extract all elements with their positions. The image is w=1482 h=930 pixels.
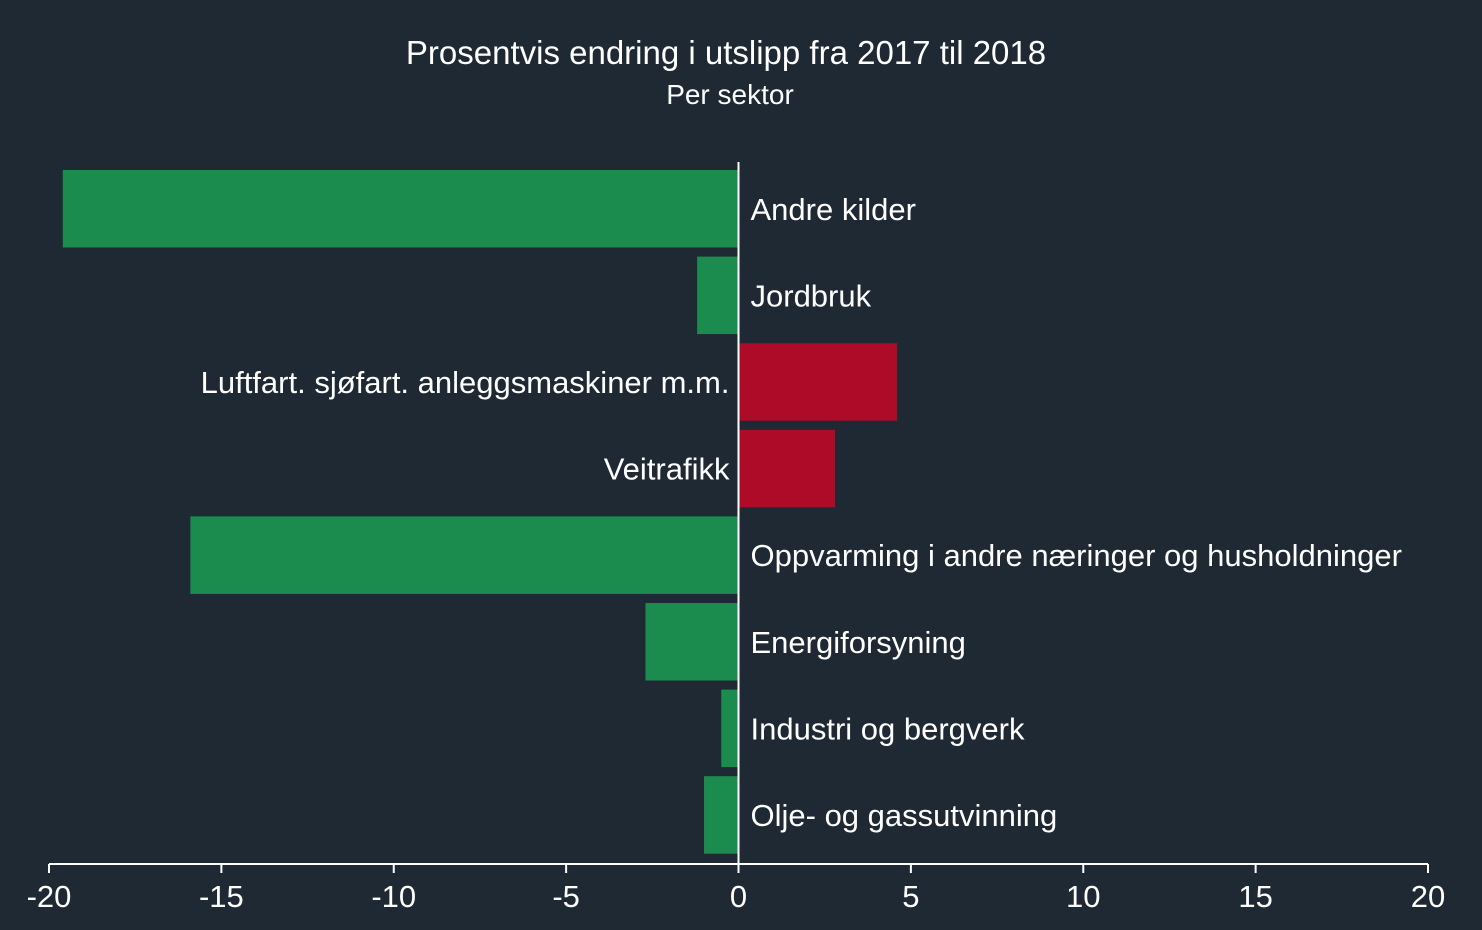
category-label-6: Industri og bergverk xyxy=(751,711,1025,746)
bar-2 xyxy=(738,343,898,421)
x-axis: -20 -15 -10 -5 0 5 10 15 20 xyxy=(27,162,1445,914)
bar-7 xyxy=(704,776,739,854)
bar-3 xyxy=(738,429,836,508)
category-label-5: Energiforsyning xyxy=(751,625,966,660)
category-label-4: Oppvarming i andre næringer og husholdni… xyxy=(751,538,1402,573)
x-tick-label-7: 15 xyxy=(1238,879,1272,914)
bars-group xyxy=(62,170,898,854)
category-label-1: Jordbruk xyxy=(751,278,872,313)
chart-title: Prosentvis endring i utslipp fra 2017 ti… xyxy=(406,34,1046,71)
x-tick-label-6: 10 xyxy=(1066,879,1100,914)
x-tick-label-4: 0 xyxy=(730,879,747,914)
category-label-2: Luftfart. sjøfart. anleggsmaskiner m.m. xyxy=(201,365,730,400)
x-tick-label-8: 20 xyxy=(1411,879,1445,914)
category-label-7: Olje- og gassutvinning xyxy=(751,798,1058,833)
bar-4 xyxy=(190,516,739,594)
x-tick-label-1: -15 xyxy=(199,879,244,914)
category-label-3: Veitrafikk xyxy=(604,452,730,487)
x-tick-label-2: -10 xyxy=(371,879,416,914)
bar-5 xyxy=(645,603,739,681)
bar-0 xyxy=(62,170,739,248)
x-tick-label-3: -5 xyxy=(552,879,580,914)
chart-subtitle: Per sektor xyxy=(666,79,794,110)
bar-1 xyxy=(697,256,739,335)
x-tick-label-0: -20 xyxy=(27,879,72,914)
category-label-0: Andre kilder xyxy=(751,192,916,227)
x-tick-label-5: 5 xyxy=(902,879,919,914)
category-labels-group: Andre kilder Jordbruk Luftfart. sjøfart. a… xyxy=(201,192,1402,833)
bar-6 xyxy=(721,689,739,768)
